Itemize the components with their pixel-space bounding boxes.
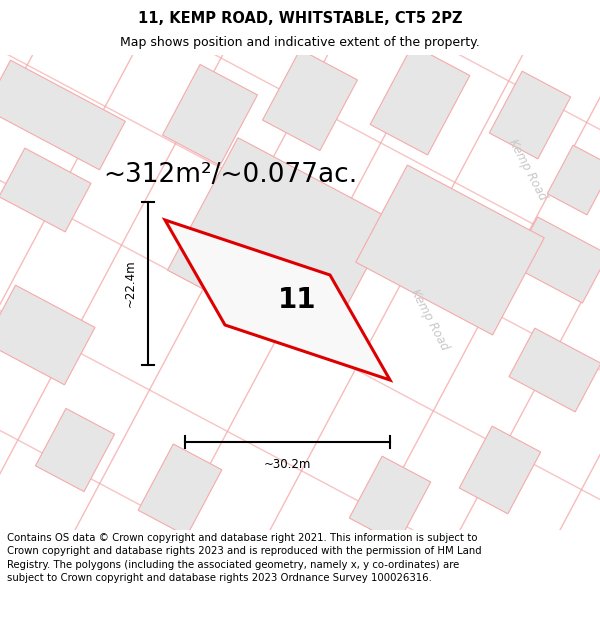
Polygon shape [512,217,600,303]
Text: Kemp Road: Kemp Road [409,287,452,353]
Polygon shape [138,444,222,536]
Text: ~22.4m: ~22.4m [124,260,137,308]
Polygon shape [35,408,115,492]
Text: ~30.2m: ~30.2m [264,458,311,471]
Polygon shape [0,60,125,170]
Polygon shape [459,426,541,514]
Text: Map shows position and indicative extent of the property.: Map shows position and indicative extent… [120,36,480,49]
Polygon shape [370,45,470,155]
Text: ~312m²/~0.077ac.: ~312m²/~0.077ac. [103,162,357,188]
Polygon shape [0,285,95,385]
Text: Kemp Road: Kemp Road [506,137,550,203]
Polygon shape [489,71,571,159]
Polygon shape [165,220,390,380]
Text: 11: 11 [278,286,317,314]
Polygon shape [356,165,544,335]
Polygon shape [163,64,257,166]
Polygon shape [547,145,600,215]
Text: Contains OS data © Crown copyright and database right 2021. This information is : Contains OS data © Crown copyright and d… [7,533,482,582]
Polygon shape [509,328,600,412]
Text: 11, KEMP ROAD, WHITSTABLE, CT5 2PZ: 11, KEMP ROAD, WHITSTABLE, CT5 2PZ [138,11,462,26]
Polygon shape [349,456,431,544]
Polygon shape [0,148,91,232]
Polygon shape [167,138,392,352]
Polygon shape [263,49,358,151]
